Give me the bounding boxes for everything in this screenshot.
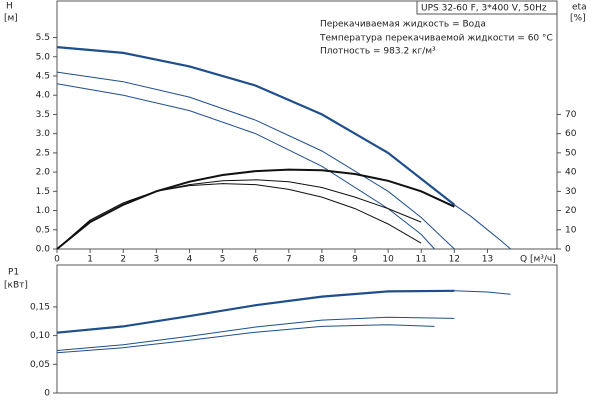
y-label: H — [6, 2, 13, 12]
x-tick-label: 11 — [416, 255, 427, 265]
x-tick-label: 5 — [220, 255, 226, 265]
curve — [56, 289, 455, 334]
y2-tick-label: 50 — [565, 148, 577, 158]
y-unit: [м] — [4, 14, 18, 24]
y-unit: [кВт] — [4, 281, 28, 291]
y2-unit: [%] — [570, 14, 586, 24]
y-label: P1 — [8, 268, 19, 278]
y2-tick-label: 70 — [565, 110, 577, 120]
y-tick-label: 1.5 — [36, 187, 50, 197]
header-box — [416, 0, 558, 15]
curve — [56, 324, 435, 354]
y-tick-label: 0.0 — [36, 245, 51, 255]
curve — [454, 290, 511, 295]
curve — [454, 204, 511, 250]
note: Температура перекачиваемой жидкости = 60… — [319, 34, 553, 44]
y2-label: eta — [572, 3, 587, 13]
y2-tick-label: 10 — [565, 225, 577, 235]
curve — [56, 83, 435, 250]
y-tick-label: 1.0 — [36, 206, 51, 216]
x-tick-label: 4 — [187, 255, 193, 265]
x-tick-label: 2 — [120, 255, 126, 265]
y-tick-label: 5.0 — [36, 52, 51, 62]
y-tick-label: 3.5 — [36, 110, 50, 120]
note: Плотность = 983.2 кг/м³ — [320, 47, 436, 57]
y2-tick-label: 30 — [565, 187, 577, 197]
x-tick-label: 8 — [319, 255, 325, 265]
x-label: Q [м³/ч] — [520, 255, 556, 265]
y2-tick-label: 0 — [565, 245, 571, 255]
x-tick-label: 7 — [286, 255, 292, 265]
top-frame — [56, 0, 558, 250]
bottom-frame — [56, 264, 558, 394]
note: Перекачиваемая жидкость = Вода — [320, 20, 486, 30]
y-tick-label: 0 — [44, 389, 50, 399]
x-tick-label: 12 — [449, 255, 460, 265]
x-tick-label: 6 — [253, 255, 259, 265]
y-tick-label: 5.5 — [36, 33, 50, 43]
y-tick-label: 3.0 — [36, 129, 51, 139]
y2-tick-label: 40 — [565, 168, 577, 178]
x-tick-label: 10 — [382, 255, 394, 265]
x-tick-label: 9 — [352, 255, 358, 265]
header: UPS 32-60 F, 3*400 V, 50Hz — [421, 4, 547, 14]
curve — [56, 71, 455, 250]
curve — [56, 183, 422, 250]
x-tick-label: 0 — [54, 255, 60, 265]
x-tick-label: 1 — [87, 255, 93, 265]
y-tick-label: 0,15 — [30, 302, 50, 312]
y-tick-label: 0,10 — [30, 331, 50, 341]
y-tick-label: 2.0 — [36, 168, 51, 178]
y-tick-label: 0,05 — [30, 360, 50, 370]
x-tick-label: 13 — [482, 255, 493, 265]
x-tick-label: 3 — [153, 255, 159, 265]
y2-tick-label: 20 — [565, 206, 577, 216]
y-tick-label: 4.0 — [36, 91, 51, 101]
y2-tick-label: 60 — [565, 129, 577, 139]
curve — [56, 168, 455, 250]
curve — [56, 46, 456, 206]
y-tick-label: 0.5 — [36, 225, 50, 235]
y-tick-label: 2.5 — [36, 148, 50, 158]
y-tick-label: 4.5 — [36, 71, 50, 81]
curve — [56, 316, 455, 351]
